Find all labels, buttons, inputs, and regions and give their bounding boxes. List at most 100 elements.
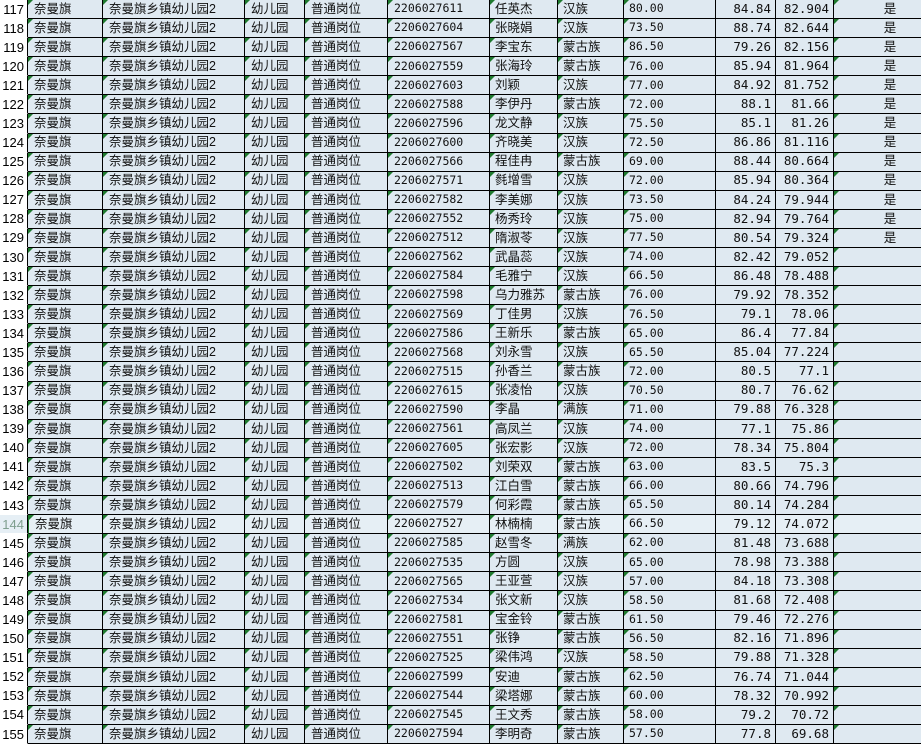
table-row[interactable]: 153 奈曼旗 奈曼旗乡镇幼儿园2 幼儿园 普通岗位 2206027544 梁塔娜 蒙古族 60… <box>0 686 921 706</box>
cell-post-type[interactable]: 普通岗位 <box>305 724 388 744</box>
cell-region[interactable]: 奈曼旗 <box>28 724 103 744</box>
cell-region[interactable]: 奈曼旗 <box>28 400 103 420</box>
cell-post-type[interactable]: 普通岗位 <box>305 381 388 401</box>
cell-unit[interactable]: 奈曼旗乡镇幼儿园2 <box>103 190 245 210</box>
cell-written-score[interactable]: 70.50 <box>624 381 716 401</box>
cell-interview-score[interactable]: 88.1 <box>716 95 776 115</box>
cell-unit[interactable]: 奈曼旗乡镇幼儿园2 <box>103 476 245 497</box>
cell-name[interactable]: 王新乐 <box>490 324 558 344</box>
cell-ethnicity[interactable]: 蒙古族 <box>558 476 624 497</box>
cell-total-score[interactable]: 82.904 <box>776 0 834 20</box>
table-row[interactable]: 121 奈曼旗 奈曼旗乡镇幼儿园2 幼儿园 普通岗位 2206027603 刘颖 汉族 77.0… <box>0 76 921 96</box>
cell-total-score[interactable]: 81.752 <box>776 76 834 96</box>
cell-region[interactable]: 奈曼旗 <box>28 496 103 516</box>
table-row[interactable]: 137 奈曼旗 奈曼旗乡镇幼儿园2 幼儿园 普通岗位 2206027615 张凌怡 汉族 70.… <box>0 381 921 401</box>
cell-total-score[interactable]: 81.26 <box>776 114 834 134</box>
cell-unit[interactable]: 奈曼旗乡镇幼儿园2 <box>103 76 245 96</box>
cell-exam-id[interactable]: 2206027588 <box>388 95 490 115</box>
cell-region[interactable]: 奈曼旗 <box>28 0 103 20</box>
cell-region[interactable]: 奈曼旗 <box>28 610 103 630</box>
cell-post-type[interactable]: 普通岗位 <box>305 534 388 554</box>
cell-written-score[interactable]: 77.00 <box>624 76 716 96</box>
cell-unit[interactable]: 奈曼旗乡镇幼儿园2 <box>103 381 245 401</box>
table-row[interactable]: 123 奈曼旗 奈曼旗乡镇幼儿园2 幼儿园 普通岗位 2206027596 龙文静 汉族 75.… <box>0 114 921 134</box>
cell-region[interactable]: 奈曼旗 <box>28 476 103 497</box>
cell-unit-type[interactable]: 幼儿园 <box>245 400 305 420</box>
cell-ethnicity[interactable]: 蒙古族 <box>558 610 624 630</box>
cell-ethnicity[interactable]: 汉族 <box>558 190 624 210</box>
cell-exam-id[interactable]: 2206027590 <box>388 400 490 420</box>
cell-region[interactable]: 奈曼旗 <box>28 209 103 229</box>
cell-ethnicity[interactable]: 汉族 <box>558 572 624 592</box>
cell-unit[interactable]: 奈曼旗乡镇幼儿园2 <box>103 152 245 172</box>
cell-interview-score[interactable]: 79.12 <box>716 515 776 535</box>
row-header[interactable]: 143 <box>0 496 28 516</box>
cell-written-score[interactable]: 61.50 <box>624 610 716 630</box>
cell-total-score[interactable]: 72.408 <box>776 591 834 611</box>
cell-name[interactable]: 李明奇 <box>490 724 558 744</box>
table-row[interactable]: 152 奈曼旗 奈曼旗乡镇幼儿园2 幼儿园 普通岗位 2206027599 安迪 蒙古族 62.… <box>0 667 921 687</box>
row-header[interactable]: 120 <box>0 57 28 77</box>
cell-interview-score[interactable]: 81.68 <box>716 591 776 611</box>
row-header[interactable]: 139 <box>0 419 28 439</box>
cell-exam-id[interactable]: 2206027596 <box>388 114 490 134</box>
cell-unit[interactable]: 奈曼旗乡镇幼儿园2 <box>103 629 245 649</box>
cell-unit[interactable]: 奈曼旗乡镇幼儿园2 <box>103 267 245 287</box>
cell-interview-score[interactable]: 85.04 <box>716 343 776 363</box>
cell-region[interactable]: 奈曼旗 <box>28 190 103 210</box>
cell-unit-type[interactable]: 幼儿园 <box>245 553 305 573</box>
table-row[interactable]: 141 奈曼旗 奈曼旗乡镇幼儿园2 幼儿园 普通岗位 2206027502 刘荣双 蒙古族 63… <box>0 457 921 477</box>
cell-exam-id[interactable]: 2206027513 <box>388 476 490 497</box>
cell-passed[interactable]: 是 <box>834 76 921 96</box>
cell-ethnicity[interactable]: 汉族 <box>558 114 624 134</box>
cell-region[interactable]: 奈曼旗 <box>28 591 103 611</box>
cell-total-score[interactable]: 70.992 <box>776 686 834 706</box>
cell-post-type[interactable]: 普通岗位 <box>305 19 388 39</box>
table-row[interactable]: 149 奈曼旗 奈曼旗乡镇幼儿园2 幼儿园 普通岗位 2206027581 宝金铃 蒙古族 61… <box>0 610 921 630</box>
cell-ethnicity[interactable]: 蒙古族 <box>558 457 624 477</box>
cell-region[interactable]: 奈曼旗 <box>28 686 103 706</box>
cell-ethnicity[interactable]: 汉族 <box>558 76 624 96</box>
cell-exam-id[interactable]: 2206027582 <box>388 190 490 210</box>
cell-interview-score[interactable]: 84.92 <box>716 76 776 96</box>
cell-total-score[interactable]: 81.116 <box>776 133 834 153</box>
cell-passed[interactable]: 是 <box>834 190 921 210</box>
cell-ethnicity[interactable]: 汉族 <box>558 228 624 249</box>
cell-passed[interactable] <box>834 667 921 687</box>
cell-written-score[interactable]: 73.50 <box>624 19 716 39</box>
cell-post-type[interactable]: 普通岗位 <box>305 629 388 649</box>
cell-unit-type[interactable]: 幼儿园 <box>245 534 305 554</box>
cell-region[interactable]: 奈曼旗 <box>28 171 103 191</box>
cell-post-type[interactable]: 普通岗位 <box>305 572 388 592</box>
table-row[interactable]: 131 奈曼旗 奈曼旗乡镇幼儿园2 幼儿园 普通岗位 2206027584 毛雅宁 汉族 66.… <box>0 267 921 287</box>
cell-unit-type[interactable]: 幼儿园 <box>245 648 305 668</box>
cell-post-type[interactable]: 普通岗位 <box>305 343 388 363</box>
cell-passed[interactable] <box>834 686 921 706</box>
cell-ethnicity[interactable]: 汉族 <box>558 171 624 191</box>
cell-total-score[interactable]: 77.224 <box>776 343 834 363</box>
cell-unit[interactable]: 奈曼旗乡镇幼儿园2 <box>103 553 245 573</box>
cell-region[interactable]: 奈曼旗 <box>28 362 103 382</box>
row-header[interactable]: 153 <box>0 686 28 706</box>
cell-total-score[interactable]: 79.052 <box>776 248 834 268</box>
cell-total-score[interactable]: 79.944 <box>776 190 834 210</box>
table-row[interactable]: 125 奈曼旗 奈曼旗乡镇幼儿园2 幼儿园 普通岗位 2206027566 程佳冉 蒙古族 69… <box>0 152 921 172</box>
cell-unit[interactable]: 奈曼旗乡镇幼儿园2 <box>103 724 245 744</box>
cell-interview-score[interactable]: 88.74 <box>716 19 776 39</box>
cell-total-score[interactable]: 74.284 <box>776 496 834 516</box>
cell-ethnicity[interactable]: 汉族 <box>558 648 624 668</box>
cell-total-score[interactable]: 75.3 <box>776 457 834 477</box>
cell-written-score[interactable]: 80.00 <box>624 0 716 20</box>
cell-unit-type[interactable]: 幼儿园 <box>245 0 305 20</box>
cell-interview-score[interactable]: 85.94 <box>716 57 776 77</box>
cell-passed[interactable]: 是 <box>834 133 921 153</box>
cell-unit[interactable]: 奈曼旗乡镇幼儿园2 <box>103 438 245 458</box>
table-row[interactable]: 132 奈曼旗 奈曼旗乡镇幼儿园2 幼儿园 普通岗位 2206027598 乌力雅苏 蒙古族 7… <box>0 286 921 306</box>
cell-interview-score[interactable]: 86.86 <box>716 133 776 153</box>
cell-unit[interactable]: 奈曼旗乡镇幼儿园2 <box>103 515 245 535</box>
cell-name[interactable]: 王文秀 <box>490 705 558 725</box>
cell-written-score[interactable]: 75.00 <box>624 209 716 229</box>
cell-post-type[interactable]: 普通岗位 <box>305 648 388 668</box>
cell-name[interactable]: 张宏影 <box>490 438 558 458</box>
